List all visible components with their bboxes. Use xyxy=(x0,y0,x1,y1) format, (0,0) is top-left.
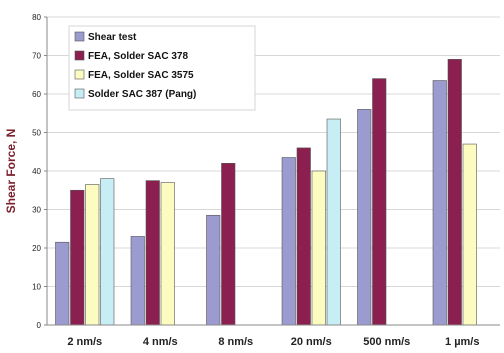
x-tick-label: 1 µm/s xyxy=(445,336,479,348)
bar xyxy=(357,109,372,326)
x-tick-label: 8 nm/s xyxy=(218,336,253,348)
bar xyxy=(70,189,85,326)
legend-box xyxy=(68,25,256,111)
bar xyxy=(206,214,221,326)
legend-swatch xyxy=(74,69,85,80)
legend-label: FEA, Solder SAC 378 xyxy=(88,51,188,62)
bar xyxy=(372,78,387,326)
y-tick-label: 80 xyxy=(32,13,41,22)
bar xyxy=(281,157,296,326)
legend-swatch xyxy=(74,50,85,61)
x-tick-label: 4 nm/s xyxy=(143,336,178,348)
legend-label: Solder SAC 387 (Pang) xyxy=(88,89,196,100)
x-tick-label: 20 nm/s xyxy=(291,336,332,348)
bar xyxy=(221,163,236,326)
legend-label: FEA, Solder SAC 3575 xyxy=(88,70,194,81)
y-tick-label: 20 xyxy=(32,244,41,253)
bar xyxy=(55,241,70,326)
bar xyxy=(296,147,311,326)
y-tick-label: 50 xyxy=(32,129,41,138)
bar xyxy=(130,236,145,326)
bar xyxy=(447,59,462,326)
y-tick-label: 30 xyxy=(32,206,41,215)
y-tick-label: 10 xyxy=(32,283,41,292)
bar xyxy=(145,180,160,326)
bar xyxy=(311,170,326,326)
bar xyxy=(326,118,341,326)
y-tick-label: 0 xyxy=(37,321,42,330)
legend: Shear test FEA, Solder SAC 378 FEA, Solder… xyxy=(68,25,256,111)
x-tick-labels: 2 nm/s 4 nm/s 8 nm/s 20 nm/s 500 nm/s 1 µm/s xyxy=(67,336,479,348)
y-tick-labels: 0 10 20 30 40 50 60 70 80 xyxy=(32,13,47,330)
bar xyxy=(85,184,100,326)
x-tick-label: 2 nm/s xyxy=(67,336,102,348)
bar xyxy=(100,178,115,326)
bar xyxy=(432,80,447,326)
legend-label: Shear test xyxy=(88,32,137,43)
legend-swatch xyxy=(74,31,85,42)
x-tick-label: 500 nm/s xyxy=(363,336,410,348)
y-tick-label: 70 xyxy=(32,52,41,61)
bar xyxy=(160,182,175,326)
y-tick-label: 60 xyxy=(32,90,41,99)
y-axis-label: Shear Force, N xyxy=(4,129,18,214)
bar xyxy=(462,143,477,326)
legend-swatch xyxy=(74,88,85,99)
y-tick-label: 40 xyxy=(32,167,41,176)
